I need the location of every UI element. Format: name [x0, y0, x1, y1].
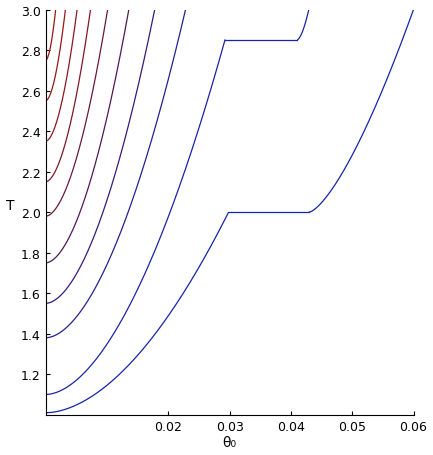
Y-axis label: T: T [6, 199, 14, 213]
X-axis label: θ₀: θ₀ [223, 435, 236, 450]
